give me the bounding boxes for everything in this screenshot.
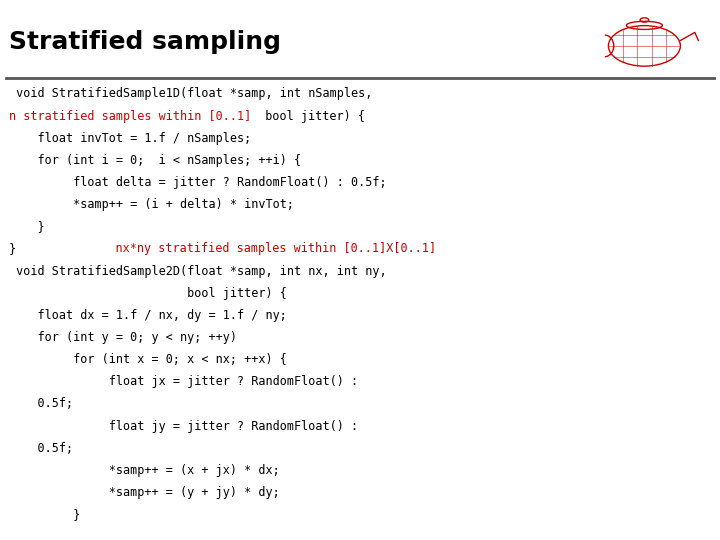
Text: Stratified sampling: Stratified sampling [9,30,281,53]
Text: bool jitter) {: bool jitter) { [251,110,365,123]
Text: float jy = jitter ? RandomFloat() :: float jy = jitter ? RandomFloat() : [9,420,358,433]
Text: float delta = jitter ? RandomFloat() : 0.5f;: float delta = jitter ? RandomFloat() : 0… [9,176,386,189]
Text: for (int y = 0; y < ny; ++y): for (int y = 0; y < ny; ++y) [9,331,237,344]
Text: }: } [9,242,30,255]
Text: *samp++ = (x + jx) * dx;: *samp++ = (x + jx) * dx; [9,464,279,477]
Text: *samp++ = (y + jy) * dy;: *samp++ = (y + jy) * dy; [9,486,279,499]
Text: float invTot = 1.f / nSamples;: float invTot = 1.f / nSamples; [9,132,251,145]
Text: void StratifiedSample1D(float *samp, int nSamples,: void StratifiedSample1D(float *samp, int… [9,87,372,100]
Text: for (int x = 0; x < nx; ++x) {: for (int x = 0; x < nx; ++x) { [9,353,287,366]
Text: for (int i = 0;  i < nSamples; ++i) {: for (int i = 0; i < nSamples; ++i) { [9,154,301,167]
Text: *samp++ = (i + delta) * invTot;: *samp++ = (i + delta) * invTot; [9,198,294,211]
Text: float jx = jitter ? RandomFloat() :: float jx = jitter ? RandomFloat() : [9,375,358,388]
Text: bool jitter) {: bool jitter) { [9,287,287,300]
Text: 0.5f;: 0.5f; [9,397,73,410]
Text: nx*ny stratified samples within [0..1]X[0..1]: nx*ny stratified samples within [0..1]X[… [30,242,436,255]
Text: float dx = 1.f / nx, dy = 1.f / ny;: float dx = 1.f / nx, dy = 1.f / ny; [9,309,287,322]
Text: n stratified samples within [0..1]: n stratified samples within [0..1] [9,110,251,123]
Text: }: } [9,508,80,521]
Text: 0.5f;: 0.5f; [9,442,73,455]
Text: void StratifiedSample2D(float *samp, int nx, int ny,: void StratifiedSample2D(float *samp, int… [9,265,386,278]
Text: }: } [9,220,44,233]
